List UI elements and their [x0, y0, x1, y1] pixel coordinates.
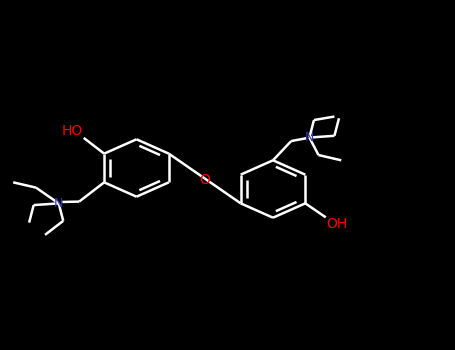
- Text: OH: OH: [327, 217, 348, 231]
- Text: O: O: [199, 173, 210, 187]
- Text: N: N: [305, 131, 314, 144]
- Text: N: N: [54, 197, 63, 210]
- Text: HO: HO: [62, 124, 83, 138]
